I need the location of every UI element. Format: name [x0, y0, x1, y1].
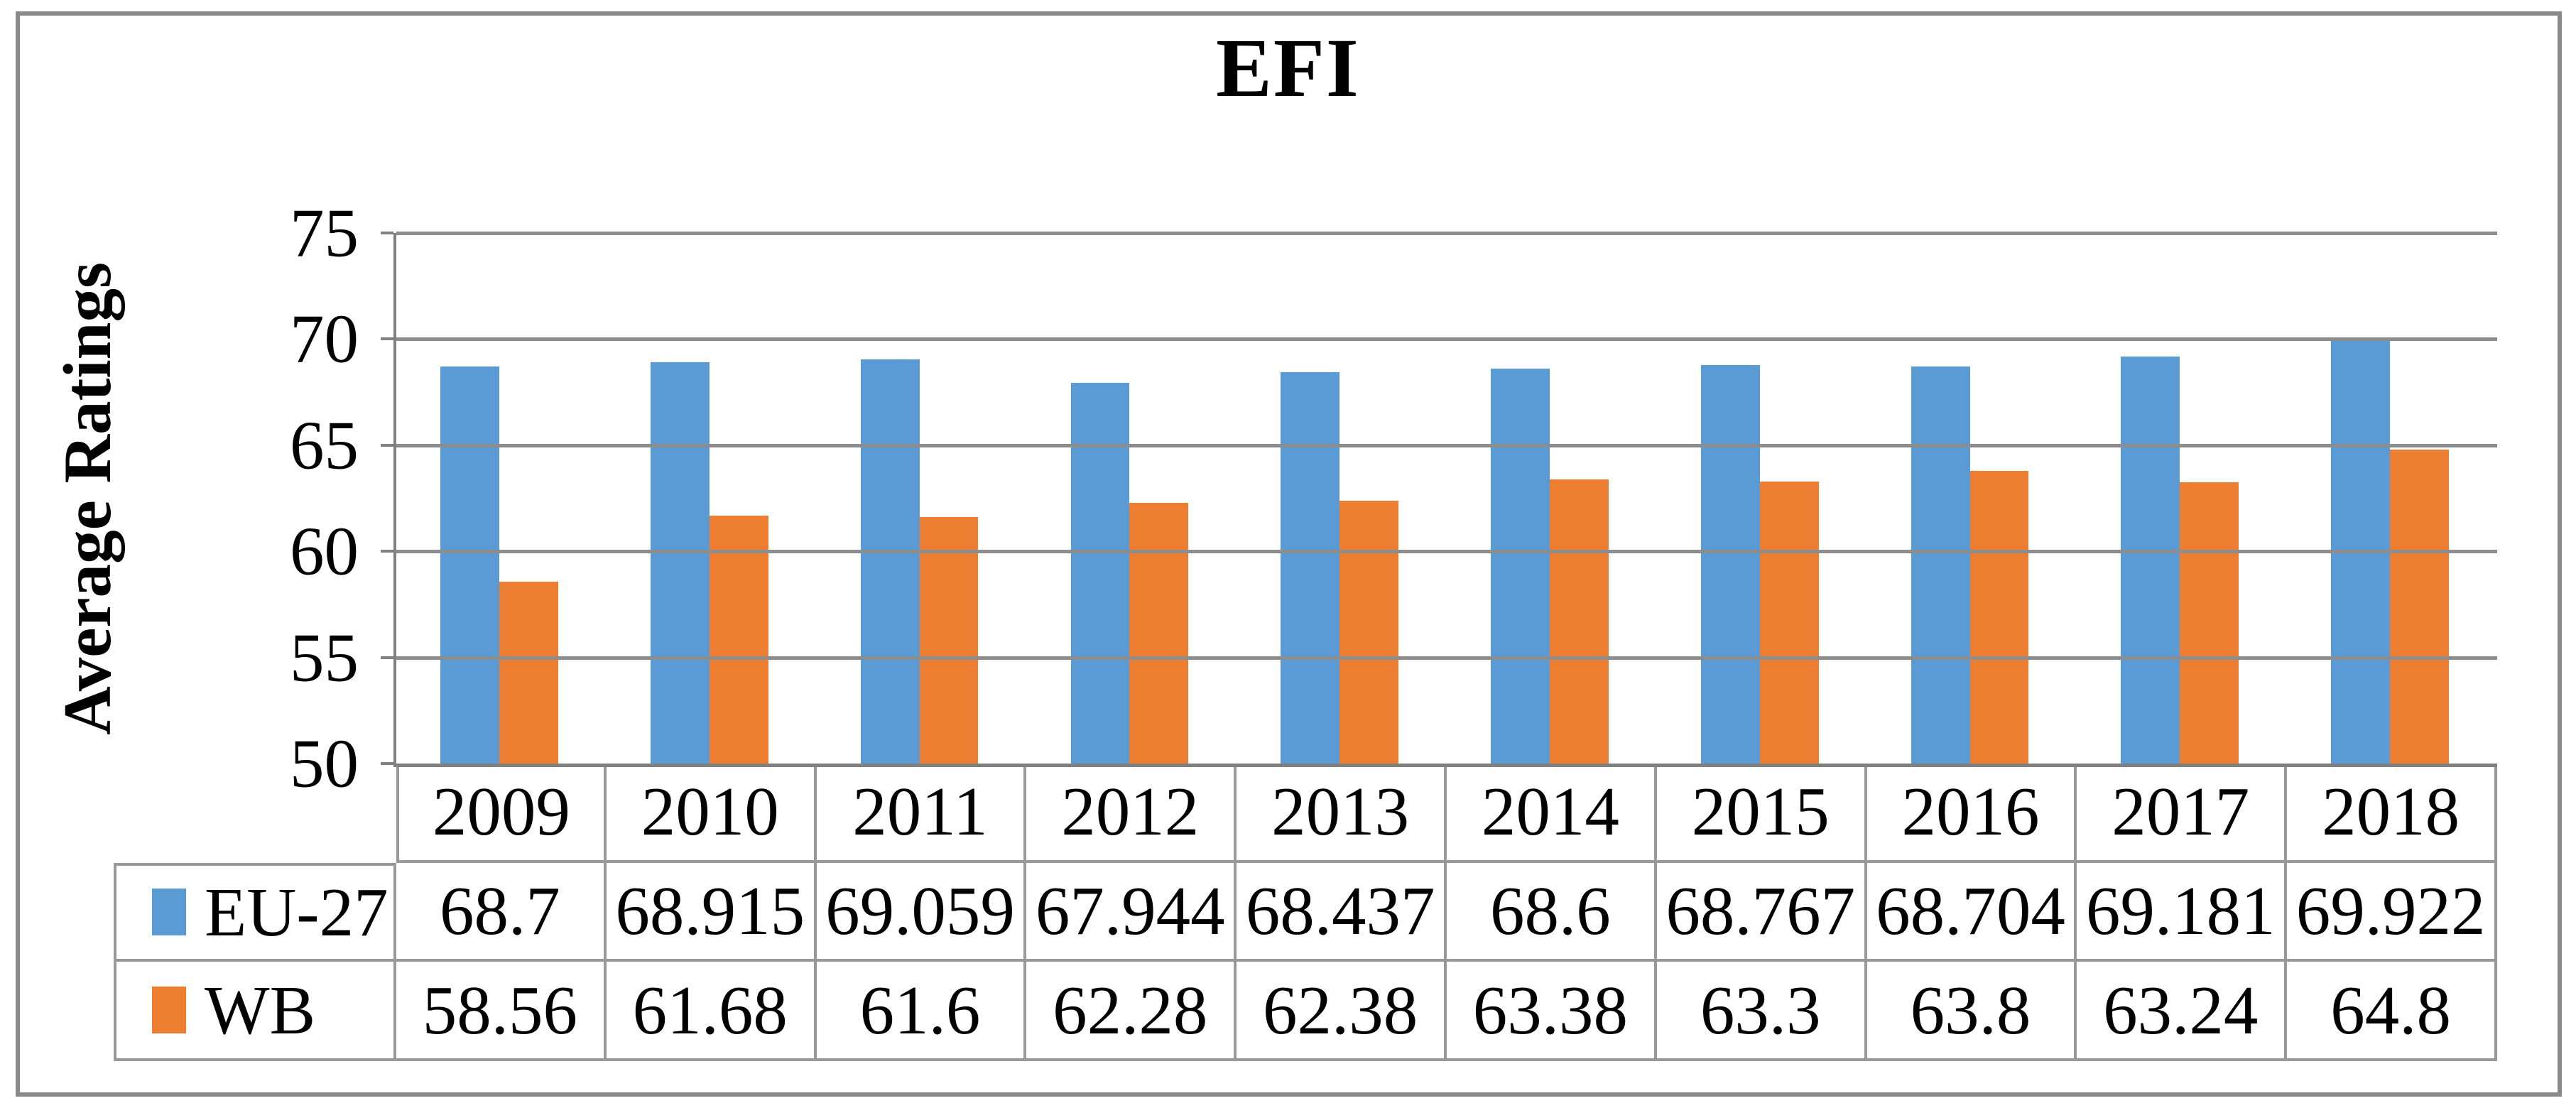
- chart-outer-frame: [16, 11, 2562, 1097]
- bar-group-2014: [1447, 233, 1657, 764]
- data-table: 2009 2010 2011 2012 2013 2014 2015 2016 2017 2018…: [114, 764, 2497, 1061]
- bar-eu-27-2017: [2121, 356, 2180, 764]
- legend-label-wb: WB: [205, 972, 316, 1048]
- bar-wb-2015: [1759, 481, 1819, 764]
- y-tick-mark-60: [381, 550, 393, 553]
- y-tick-label-70: 70: [290, 300, 359, 377]
- bar-eu-27-2015: [1700, 365, 1760, 764]
- table-value-wb-2013: 62.38: [1237, 962, 1447, 1061]
- y-tick-mark-55: [381, 656, 393, 659]
- legend-swatch-wb: [152, 987, 186, 1034]
- table-value-eu-27-2017: 69.181: [2077, 862, 2288, 962]
- bar-group-2016: [1867, 233, 2077, 764]
- legend-swatch-eu-27: [152, 889, 186, 936]
- bar-wb-2010: [709, 516, 768, 764]
- table-year-2015: 2015: [1656, 764, 1867, 863]
- y-tick-labels: 75 70 65 60 55 50: [0, 199, 359, 798]
- table-value-eu-27-2011: 69.059: [816, 862, 1027, 962]
- bar-group-2017: [2077, 233, 2287, 764]
- plot-area: [381, 232, 2497, 767]
- bar-group-2010: [607, 233, 817, 764]
- bar-eu-27-2010: [650, 362, 710, 764]
- bar-wb-2017: [2180, 482, 2239, 764]
- table-value-eu-27-2012: 67.944: [1026, 862, 1237, 962]
- table-value-wb-2018: 64.8: [2287, 962, 2497, 1061]
- table-value-eu-27-2009: 68.7: [396, 862, 607, 962]
- bar-eu-27-2012: [1070, 382, 1130, 764]
- table-value-wb-2009: 58.56: [396, 962, 607, 1061]
- table-value-wb-2015: 63.3: [1656, 962, 1867, 1061]
- table-year-2016: 2016: [1866, 764, 2077, 863]
- y-tick-label-60: 60: [290, 513, 359, 590]
- bar-group-2009: [396, 233, 607, 764]
- legend-cell-wb: WB: [114, 962, 396, 1061]
- table-value-wb-2014: 63.38: [1446, 962, 1657, 1061]
- gridline-60: [396, 550, 2497, 554]
- table-value-eu-27-2018: 69.922: [2287, 862, 2497, 962]
- table-year-2010: 2010: [606, 764, 817, 863]
- y-tick-mark-50: [381, 762, 393, 765]
- gridline-75: [396, 232, 2497, 235]
- bar-eu-27-2014: [1491, 369, 1550, 764]
- bar-group-2015: [1657, 233, 1867, 764]
- gridline-55: [396, 656, 2497, 660]
- bar-wb-2016: [1969, 470, 2029, 764]
- bar-wb-2009: [499, 582, 558, 764]
- table-value-eu-27-2015: 68.767: [1656, 862, 1867, 962]
- table-year-2014: 2014: [1446, 764, 1657, 863]
- y-tick-label-75: 75: [290, 195, 359, 271]
- gridline-70: [396, 337, 2497, 342]
- bar-wb-2011: [919, 517, 979, 764]
- gridline-65: [396, 443, 2497, 447]
- bar-eu-27-2009: [440, 366, 499, 764]
- bar-group-2018: [2287, 233, 2497, 764]
- chart-title: EFI: [1216, 21, 1360, 114]
- table-year-2013: 2013: [1237, 764, 1447, 863]
- legend-cell-eu-27: EU-27: [114, 862, 396, 962]
- bar-wb-2013: [1339, 501, 1398, 764]
- table-value-wb-2012: 62.28: [1026, 962, 1237, 1061]
- bar-wb-2014: [1549, 479, 1609, 764]
- bar-eu-27-2016: [1911, 366, 1970, 764]
- table-value-eu-27-2014: 68.6: [1446, 862, 1657, 962]
- table-year-2017: 2017: [2077, 764, 2288, 863]
- y-tick-label-55: 55: [290, 619, 359, 696]
- x-axis-line: [396, 764, 2497, 767]
- y-tick-label-65: 65: [290, 407, 359, 484]
- table-value-wb-2017: 63.24: [2077, 962, 2288, 1061]
- table-year-2018: 2018: [2287, 764, 2497, 863]
- table-value-wb-2011: 61.6: [816, 962, 1027, 1061]
- y-tick-mark-65: [381, 443, 393, 447]
- bar-group-2012: [1026, 233, 1237, 764]
- table-year-2011: 2011: [816, 764, 1027, 863]
- table-corner-empty: [114, 764, 396, 863]
- bar-wb-2018: [2390, 449, 2449, 764]
- bar-eu-27-2011: [860, 359, 920, 764]
- y-tick-mark-70: [381, 337, 393, 341]
- table-value-eu-27-2010: 68.915: [606, 862, 817, 962]
- table-value-wb-2010: 61.68: [606, 962, 817, 1061]
- bar-group-2011: [817, 233, 1027, 764]
- legend-label-eu-27: EU-27: [205, 874, 388, 950]
- y-tick-label-50: 50: [290, 725, 359, 802]
- bar-wb-2012: [1129, 503, 1189, 764]
- table-year-2012: 2012: [1026, 764, 1237, 863]
- table-value-wb-2016: 63.8: [1866, 962, 2077, 1061]
- table-year-2009: 2009: [396, 764, 607, 863]
- bar-groups: [396, 233, 2497, 764]
- y-axis-line: [393, 233, 396, 767]
- y-tick-mark-75: [381, 232, 393, 234]
- table-value-eu-27-2013: 68.437: [1237, 862, 1447, 962]
- table-value-eu-27-2016: 68.704: [1866, 862, 2077, 962]
- bar-group-2013: [1237, 233, 1447, 764]
- bar-eu-27-2013: [1281, 372, 1340, 764]
